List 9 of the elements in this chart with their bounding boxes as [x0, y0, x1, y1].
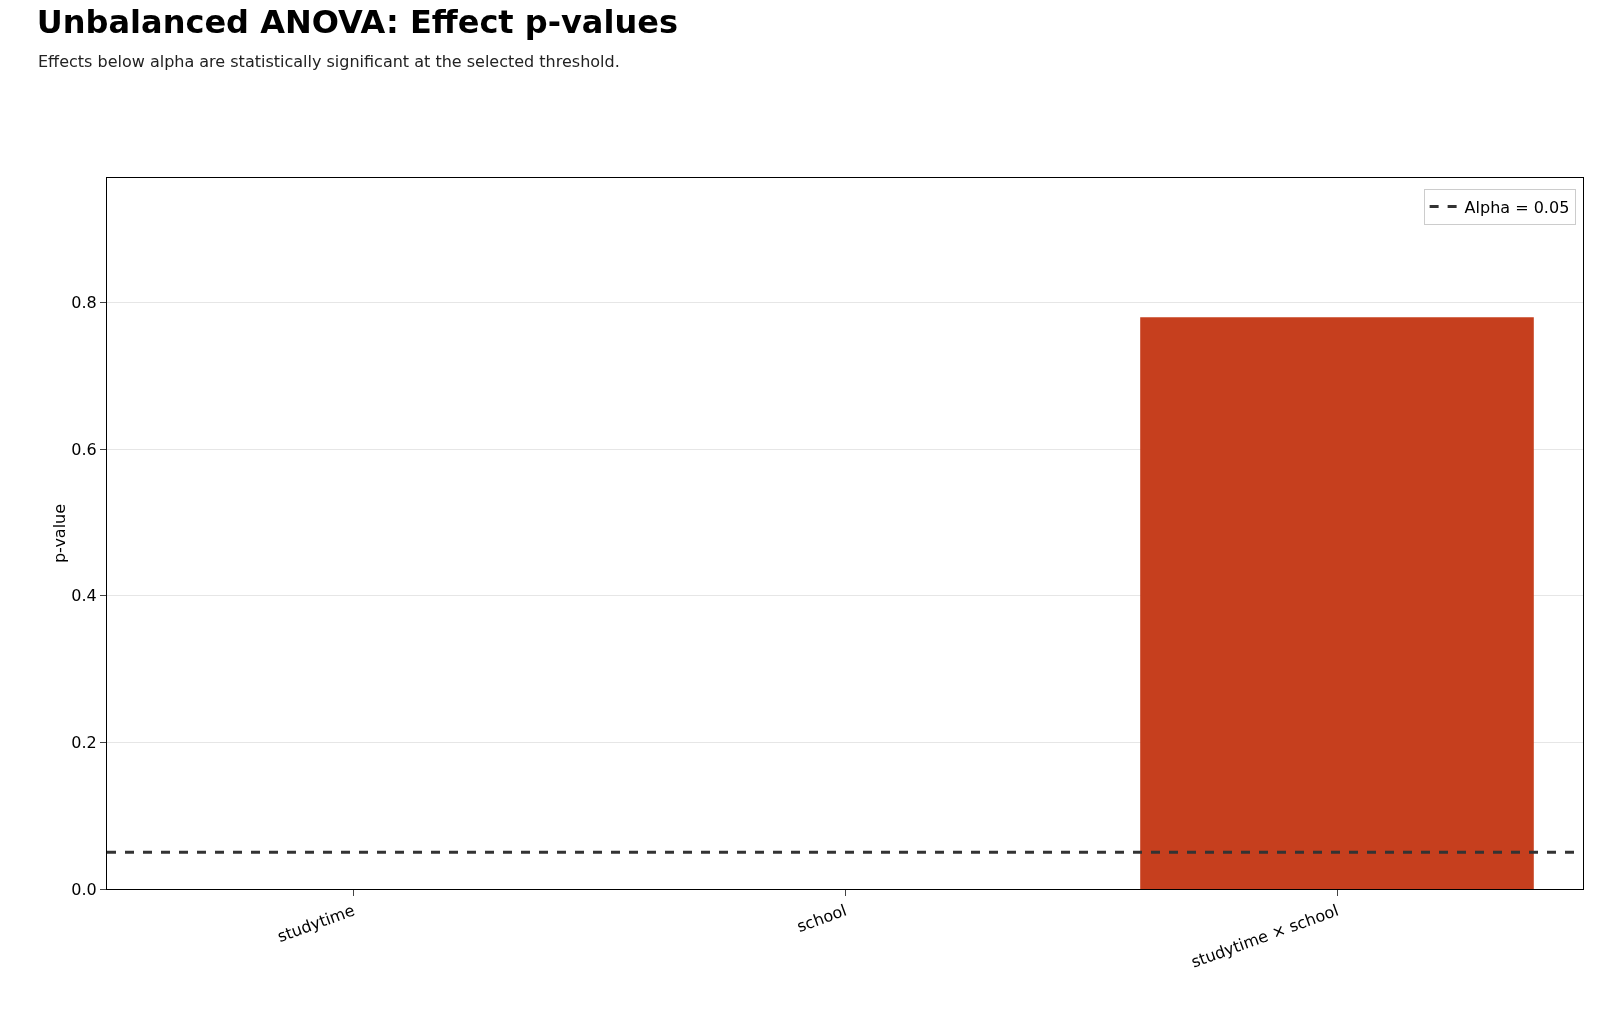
y-tick-label: 0.8: [71, 293, 97, 313]
y-tick-label: 0.6: [71, 439, 97, 459]
y-tick-label: 0.2: [71, 733, 97, 752]
chart-title: Unbalanced ANOVA: Effect p-values: [36, 2, 678, 41]
y-tick-label: 0.4: [71, 586, 97, 606]
y-tick-label: 0.0: [71, 879, 97, 899]
legend-label: Alpha = 0.05: [1464, 197, 1570, 217]
y-axis-title: p-value: [50, 503, 69, 564]
chart-subtitle: Effects below alpha are statistically significant at the selected threshold.: [38, 52, 620, 71]
